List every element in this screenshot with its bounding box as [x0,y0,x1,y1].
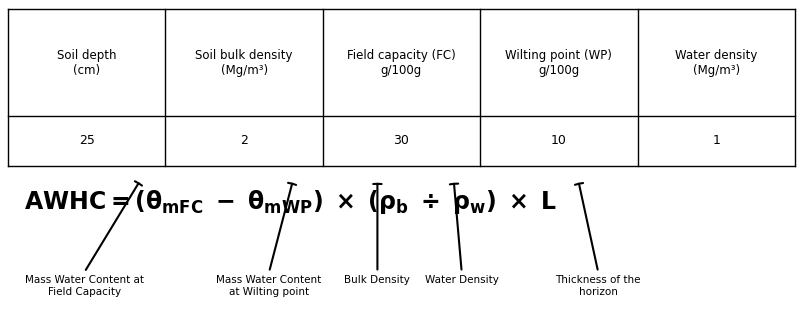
Text: 2: 2 [240,134,248,147]
Text: Thickness of the
horizon: Thickness of the horizon [555,275,640,297]
Text: 30: 30 [393,134,409,147]
Text: 10: 10 [550,134,566,147]
Text: Mass Water Content
at Wilting point: Mass Water Content at Wilting point [216,275,322,297]
Text: Wilting point (WP)
g/100g: Wilting point (WP) g/100g [504,49,612,77]
Text: Water density
(Mg/m³): Water density (Mg/m³) [674,49,756,77]
Text: Soil bulk density
(Mg/m³): Soil bulk density (Mg/m³) [195,49,293,77]
Text: 1: 1 [711,134,719,147]
Text: Bulk Density: Bulk Density [344,275,410,285]
Text: Field capacity (FC)
g/100g: Field capacity (FC) g/100g [346,49,456,77]
Text: $\mathbf{AWHC = (\theta_{mFC}\ -\ \theta_{mWP})\ \times\ (\rho_b\ \div\ \rho_w)\: $\mathbf{AWHC = (\theta_{mFC}\ -\ \theta… [24,188,557,216]
Text: Water Density: Water Density [424,275,498,285]
Text: Soil depth
(cm): Soil depth (cm) [57,49,116,77]
Text: Mass Water Content at
Field Capacity: Mass Water Content at Field Capacity [25,275,144,297]
Text: 25: 25 [79,134,95,147]
